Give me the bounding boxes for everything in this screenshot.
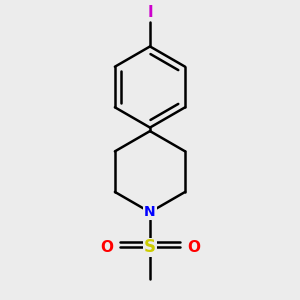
- Text: I: I: [147, 5, 153, 20]
- Text: O: O: [100, 240, 113, 255]
- Text: O: O: [187, 240, 200, 255]
- Text: S: S: [144, 238, 156, 256]
- Text: N: N: [144, 205, 156, 219]
